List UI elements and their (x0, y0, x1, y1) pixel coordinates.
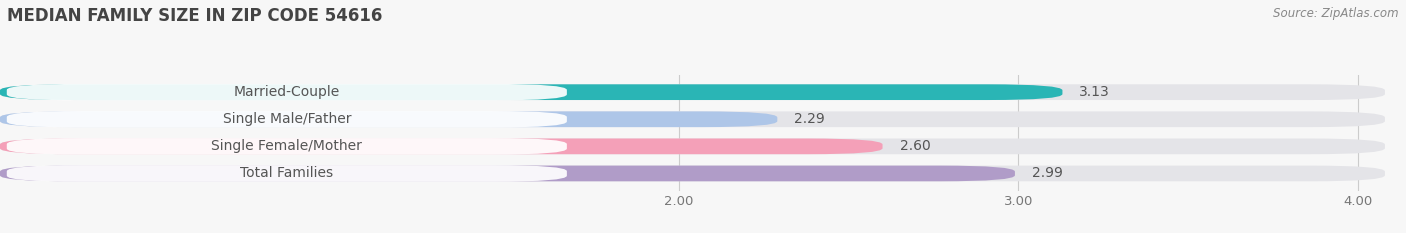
Text: 2.60: 2.60 (900, 139, 931, 153)
Text: Single Male/Father: Single Male/Father (222, 112, 352, 126)
Text: Single Female/Mother: Single Female/Mother (211, 139, 363, 153)
FancyBboxPatch shape (0, 84, 1385, 100)
FancyBboxPatch shape (0, 111, 1385, 127)
Text: 2.29: 2.29 (794, 112, 825, 126)
FancyBboxPatch shape (0, 138, 883, 154)
FancyBboxPatch shape (0, 138, 1385, 154)
Text: 3.13: 3.13 (1080, 85, 1111, 99)
FancyBboxPatch shape (7, 138, 567, 155)
Text: MEDIAN FAMILY SIZE IN ZIP CODE 54616: MEDIAN FAMILY SIZE IN ZIP CODE 54616 (7, 7, 382, 25)
FancyBboxPatch shape (0, 166, 1015, 181)
FancyBboxPatch shape (0, 166, 1385, 181)
Text: Source: ZipAtlas.com: Source: ZipAtlas.com (1274, 7, 1399, 20)
Text: Married-Couple: Married-Couple (233, 85, 340, 99)
Text: Total Families: Total Families (240, 166, 333, 180)
FancyBboxPatch shape (0, 84, 1063, 100)
FancyBboxPatch shape (0, 111, 778, 127)
Text: 2.99: 2.99 (1032, 166, 1063, 180)
FancyBboxPatch shape (7, 165, 567, 182)
FancyBboxPatch shape (7, 84, 567, 100)
FancyBboxPatch shape (7, 111, 567, 127)
